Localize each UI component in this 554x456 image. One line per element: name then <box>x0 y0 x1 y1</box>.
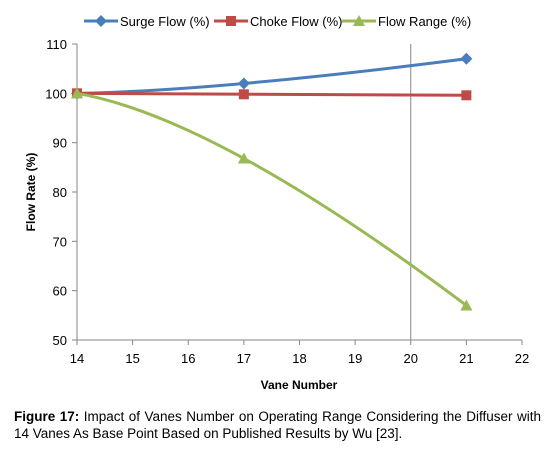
legend-swatch-marker <box>353 15 365 26</box>
x-tick-label: 17 <box>237 351 251 366</box>
series-line <box>76 91 467 97</box>
data-point <box>460 299 473 311</box>
y-tick-label: 100 <box>45 86 67 101</box>
y-tick-label: 80 <box>53 185 67 200</box>
data-point <box>461 90 472 101</box>
series-flow-range <box>71 87 473 311</box>
series-line <box>76 91 468 307</box>
caption-label: Figure 17: <box>14 409 80 424</box>
legend-swatch-marker <box>226 16 236 26</box>
data-point <box>460 52 473 65</box>
series-line <box>76 57 467 95</box>
x-tick-label: 21 <box>459 351 473 366</box>
figure-caption: Figure 17: Impact of Vanes Number on Ope… <box>14 408 541 442</box>
y-ticks: 50 60 70 80 90 100 110 <box>45 37 77 348</box>
x-tick-label: 16 <box>181 351 195 366</box>
legend-label: Flow Range (%) <box>378 14 471 29</box>
x-tick-label: 14 <box>70 351 84 366</box>
data-point <box>237 152 250 164</box>
x-tick-label: 18 <box>292 351 306 366</box>
data-point <box>71 87 83 99</box>
x-tick-label: 22 <box>515 351 529 366</box>
legend-item-flow-range: Flow Range (%) <box>342 14 471 29</box>
legend-label: Choke Flow (%) <box>250 14 342 29</box>
line-chart: Surge Flow (%) Choke Flow (%) Flow Range (… <box>24 14 529 392</box>
x-tick-label: 15 <box>125 351 139 366</box>
y-tick-label: 90 <box>53 136 67 151</box>
caption-text: Impact of Vanes Number on Operating Rang… <box>14 409 541 441</box>
legend-item-choke-flow: Choke Flow (%) <box>214 14 342 29</box>
y-tick-label: 70 <box>53 234 67 249</box>
data-point <box>238 89 249 100</box>
legend-item-surge-flow: Surge Flow (%) <box>84 14 210 29</box>
x-ticks: 14 15 16 17 18 19 20 21 22 <box>70 340 529 366</box>
data-point <box>237 77 250 90</box>
y-tick-label: 110 <box>46 37 67 52</box>
y-axis-title: Flow Rate (%) <box>24 153 38 232</box>
legend-swatch-marker <box>95 15 107 27</box>
x-tick-label: 20 <box>404 351 418 366</box>
legend-label: Surge Flow (%) <box>120 14 210 29</box>
series-group <box>71 52 473 311</box>
legend: Surge Flow (%) Choke Flow (%) Flow Range (… <box>84 14 471 29</box>
x-axis-title: Vane Number <box>261 378 338 392</box>
plot-area: 50 60 70 80 90 100 110 14 15 16 17 18 19 20 21 22 <box>45 37 529 366</box>
y-tick-label: 50 <box>53 333 67 348</box>
x-tick-label: 19 <box>348 351 362 366</box>
y-tick-label: 60 <box>53 284 67 299</box>
